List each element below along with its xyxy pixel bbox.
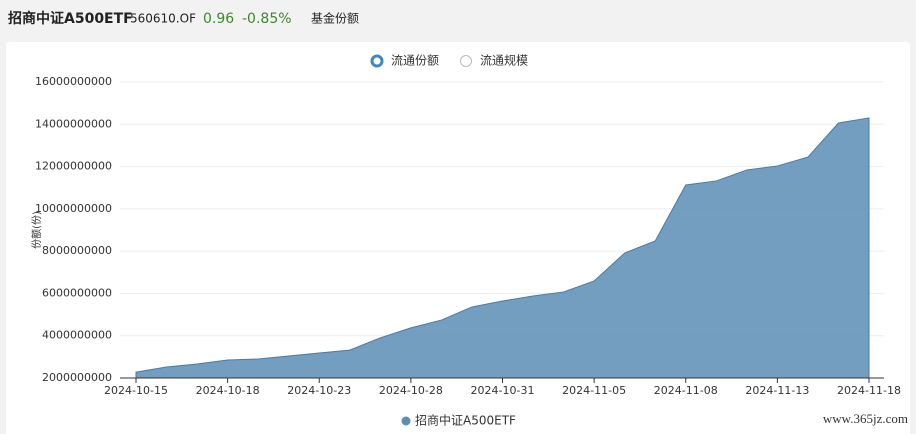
x-tick-label: 2024-10-18 (196, 384, 260, 397)
toggle[interactable]: 流通份额 (391, 54, 439, 68)
x-tick-label: 2024-11-08 (654, 384, 718, 397)
radio-on[interactable] (370, 54, 384, 68)
radio-off[interactable] (460, 55, 472, 67)
fund-title: 招商中证A500ETF (8, 10, 133, 27)
fund-code: 560610.OF (130, 12, 196, 26)
toggle[interactable]: 流通规模 (480, 53, 528, 68)
x-tick-label: 2024-10-15 (104, 384, 168, 397)
area (135, 117, 870, 379)
tab[interactable]: 基金份额 (311, 11, 359, 26)
y-tick-label: 2000000000 (42, 371, 112, 384)
header-bar (0, 0, 916, 40)
y-axis-label: 份额(份) (30, 211, 43, 249)
x-tick-label: 2024-10-28 (379, 384, 443, 397)
y-tick-label: 14000000000 (35, 117, 112, 130)
price: 0.96 (203, 11, 234, 27)
change: -0.85% (242, 11, 292, 27)
y-tick-label: 10000000000 (35, 202, 112, 215)
x-tick-label: 2024-10-23 (287, 384, 351, 397)
x-tick-label: 2024-11-13 (745, 384, 809, 397)
y-tick-label: 16000000000 (35, 75, 112, 88)
y-tick-label: 4000000000 (42, 329, 112, 342)
legend-label[interactable]: 招商中证A500ETF (415, 413, 516, 428)
y-tick-label: 8000000000 (42, 244, 112, 257)
y-tick-label: 6000000000 (42, 286, 112, 299)
x-tick-label: 2024-11-18 (837, 384, 901, 397)
legend-swatch (401, 416, 411, 426)
watermark: www.365jz.com (823, 411, 908, 426)
x-tick-label: 2024-11-05 (562, 384, 626, 397)
x-tick-label: 2024-10-31 (471, 384, 535, 397)
y-tick-label: 12000000000 (35, 160, 112, 173)
